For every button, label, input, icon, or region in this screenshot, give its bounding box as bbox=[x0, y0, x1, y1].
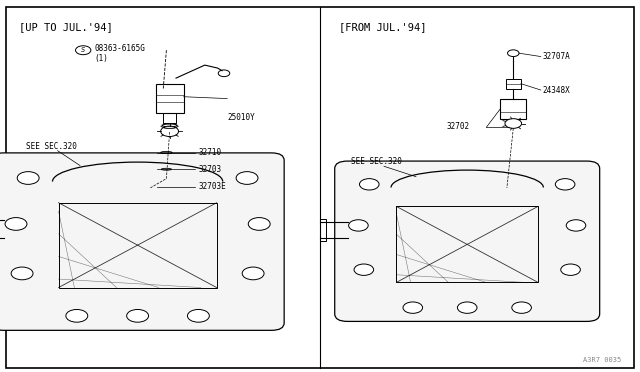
FancyBboxPatch shape bbox=[335, 161, 600, 321]
Text: [FROM JUL.'94]: [FROM JUL.'94] bbox=[339, 22, 427, 32]
Circle shape bbox=[349, 220, 368, 231]
Text: 25010Y: 25010Y bbox=[227, 113, 255, 122]
Circle shape bbox=[505, 119, 522, 128]
Text: S: S bbox=[81, 47, 85, 53]
Bar bbox=[500, 99, 526, 119]
Circle shape bbox=[458, 302, 477, 313]
Text: SEE SEC.320: SEE SEC.320 bbox=[26, 142, 76, 151]
Circle shape bbox=[17, 171, 39, 185]
Circle shape bbox=[161, 126, 179, 137]
Circle shape bbox=[354, 264, 374, 275]
Circle shape bbox=[242, 267, 264, 280]
Text: A3R7 0035: A3R7 0035 bbox=[582, 357, 621, 363]
Ellipse shape bbox=[164, 126, 175, 129]
Text: 32707A: 32707A bbox=[542, 52, 570, 61]
Circle shape bbox=[561, 264, 580, 275]
Circle shape bbox=[360, 179, 379, 190]
Text: SEE SEC.320: SEE SEC.320 bbox=[351, 157, 401, 166]
Circle shape bbox=[556, 179, 575, 190]
Circle shape bbox=[566, 220, 586, 231]
Circle shape bbox=[127, 310, 148, 322]
Text: 32710: 32710 bbox=[198, 148, 221, 157]
Circle shape bbox=[512, 302, 531, 313]
Circle shape bbox=[248, 218, 270, 230]
Text: [UP TO JUL.'94]: [UP TO JUL.'94] bbox=[19, 22, 113, 32]
Text: 32703: 32703 bbox=[198, 165, 221, 174]
FancyBboxPatch shape bbox=[0, 153, 284, 330]
Bar bbox=[396, 206, 538, 282]
Bar bbox=[156, 84, 184, 113]
Bar bbox=[58, 203, 217, 288]
Circle shape bbox=[403, 302, 422, 313]
Text: 24348X: 24348X bbox=[542, 86, 570, 94]
Text: (1): (1) bbox=[95, 54, 109, 63]
Text: 32703E: 32703E bbox=[198, 182, 226, 191]
Circle shape bbox=[11, 267, 33, 280]
Bar bbox=[320, 219, 326, 241]
Text: 32702: 32702 bbox=[446, 122, 469, 131]
Circle shape bbox=[5, 218, 27, 230]
Circle shape bbox=[66, 310, 88, 322]
Circle shape bbox=[188, 310, 209, 322]
Bar bbox=[506, 79, 521, 89]
Ellipse shape bbox=[162, 124, 177, 126]
Text: 08363-6165G: 08363-6165G bbox=[95, 44, 145, 53]
Circle shape bbox=[236, 171, 258, 185]
